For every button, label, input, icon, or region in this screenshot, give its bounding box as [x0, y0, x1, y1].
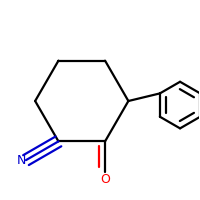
Text: N: N	[17, 154, 26, 167]
Text: O: O	[100, 173, 110, 186]
